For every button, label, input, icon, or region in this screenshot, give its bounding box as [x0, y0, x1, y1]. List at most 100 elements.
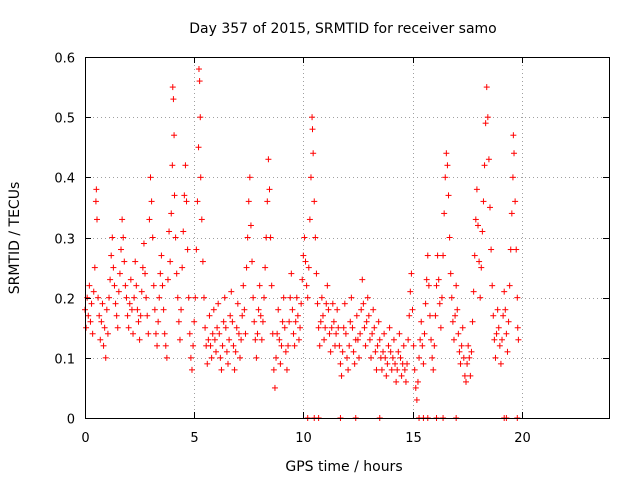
data-point — [230, 342, 237, 349]
data-point — [156, 294, 163, 301]
data-point — [404, 360, 411, 367]
data-point — [240, 282, 247, 289]
data-point — [360, 300, 367, 307]
data-point — [323, 300, 330, 307]
data-point — [467, 372, 474, 379]
data-point — [220, 318, 227, 325]
data-point — [335, 324, 342, 331]
data-point — [162, 342, 169, 349]
data-point — [506, 282, 513, 289]
data-point — [85, 312, 92, 319]
data-point — [98, 318, 105, 325]
data-point — [490, 312, 497, 319]
data-point — [154, 342, 161, 349]
data-point — [119, 216, 126, 223]
data-point — [163, 354, 170, 361]
data-point — [138, 288, 145, 295]
y-tick-label: 0.1 — [54, 353, 75, 368]
data-point — [387, 348, 394, 355]
data-point — [312, 234, 319, 241]
data-point — [458, 342, 465, 349]
grid — [85, 57, 609, 418]
data-point — [425, 282, 432, 289]
data-point — [405, 336, 412, 343]
data-point — [502, 306, 509, 313]
data-point — [232, 348, 239, 355]
data-point — [278, 342, 285, 349]
data-point — [179, 264, 186, 271]
data-point — [143, 294, 150, 301]
data-point — [219, 342, 226, 349]
data-point — [242, 330, 249, 337]
data-point — [368, 354, 375, 361]
data-point — [511, 150, 518, 157]
data-point — [97, 336, 104, 343]
data-point — [150, 282, 157, 289]
data-point — [191, 318, 198, 325]
data-point — [398, 372, 405, 379]
data-point — [438, 294, 445, 301]
data-point — [381, 330, 388, 337]
data-point — [357, 330, 364, 337]
data-point — [131, 294, 138, 301]
data-point — [96, 312, 103, 319]
data-point — [195, 144, 202, 151]
data-point — [120, 234, 127, 241]
data-point — [113, 312, 120, 319]
data-point — [364, 294, 371, 301]
data-point — [485, 156, 492, 163]
data-point — [195, 66, 202, 73]
data-point — [175, 318, 182, 325]
data-point — [116, 270, 123, 277]
data-point — [497, 360, 504, 367]
data-point — [265, 156, 272, 163]
data-point — [454, 306, 461, 313]
data-point — [499, 336, 506, 343]
data-point — [198, 216, 205, 223]
data-point — [123, 294, 130, 301]
data-point — [151, 306, 158, 313]
data-point — [347, 318, 354, 325]
data-point — [245, 198, 252, 205]
y-tick-label: 0.3 — [54, 233, 75, 248]
data-point — [340, 324, 347, 331]
data-point — [413, 396, 420, 403]
data-point — [503, 330, 510, 337]
data-point — [402, 378, 409, 385]
data-point — [255, 306, 262, 313]
data-point — [390, 336, 397, 343]
data-point — [489, 282, 496, 289]
data-point — [173, 270, 180, 277]
data-point — [158, 252, 165, 259]
data-point — [126, 300, 133, 307]
data-point — [262, 264, 269, 271]
data-point — [442, 174, 449, 181]
data-point — [309, 114, 316, 121]
data-point — [250, 294, 257, 301]
data-point — [311, 198, 318, 205]
data-point — [107, 276, 114, 283]
data-point — [218, 366, 225, 373]
data-point — [252, 336, 259, 343]
data-point — [233, 324, 240, 331]
data-point — [418, 318, 425, 325]
data-point — [417, 336, 424, 343]
data-point — [109, 234, 116, 241]
data-point — [349, 324, 356, 331]
data-point — [94, 216, 101, 223]
data-point — [378, 366, 385, 373]
data-point — [108, 252, 115, 259]
data-point — [313, 270, 320, 277]
data-point — [293, 294, 300, 301]
data-point — [514, 324, 521, 331]
data-point — [197, 174, 204, 181]
data-point — [344, 354, 350, 361]
data-point — [207, 342, 214, 349]
data-point — [356, 354, 363, 361]
data-point — [426, 312, 433, 319]
data-point — [196, 78, 203, 85]
data-point — [217, 354, 224, 361]
data-point — [366, 336, 373, 343]
data-point — [483, 84, 490, 91]
data-point — [333, 330, 340, 337]
